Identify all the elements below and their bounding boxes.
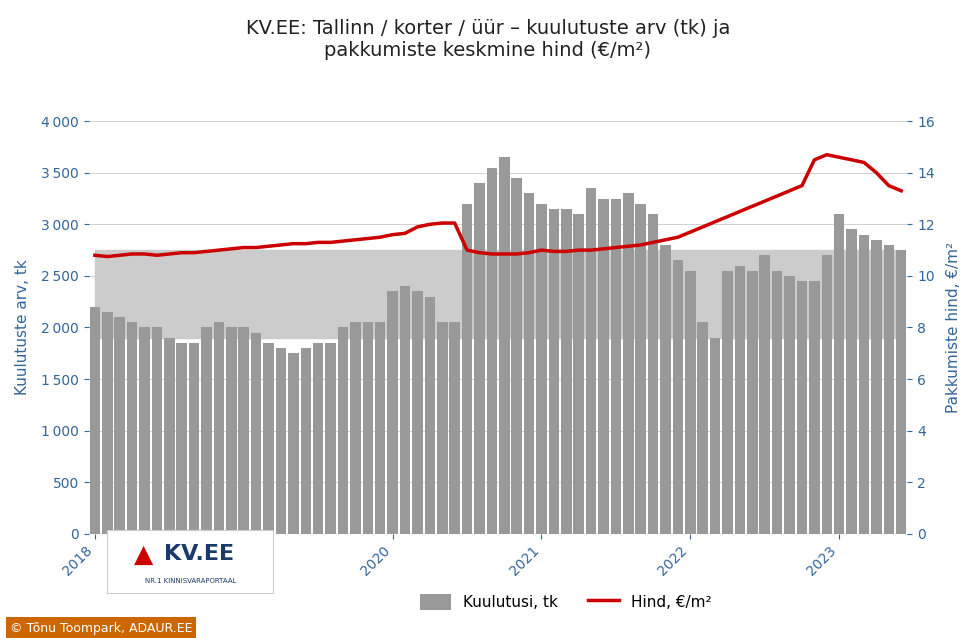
Bar — [462, 204, 472, 534]
Bar — [660, 245, 671, 534]
Bar — [772, 271, 783, 534]
Bar — [275, 348, 286, 534]
Bar — [214, 322, 224, 534]
Bar — [449, 322, 460, 534]
Bar — [251, 332, 262, 534]
Bar — [412, 292, 423, 534]
Bar — [574, 214, 584, 534]
Bar — [722, 271, 733, 534]
Bar — [883, 245, 894, 534]
Bar — [834, 214, 844, 534]
Bar — [648, 214, 659, 534]
Bar — [698, 322, 708, 534]
Bar — [400, 286, 410, 534]
Bar — [127, 322, 138, 534]
Text: KV.EE: Tallinn / korter / üür – kuulutuste arv (tk) ja
pakkumiste keskmine hind : KV.EE: Tallinn / korter / üür – kuulutus… — [246, 19, 730, 60]
Bar — [549, 209, 559, 534]
Y-axis label: Pakkumiste hind, €/m²: Pakkumiste hind, €/m² — [946, 242, 961, 413]
Bar — [177, 343, 187, 534]
Bar — [499, 157, 509, 534]
Bar — [896, 250, 907, 534]
Bar — [288, 353, 299, 534]
Bar — [561, 209, 572, 534]
Y-axis label: Kuulutuste arv, tk: Kuulutuste arv, tk — [15, 260, 30, 396]
Bar — [238, 327, 249, 534]
Bar — [598, 198, 609, 534]
Bar — [511, 178, 522, 534]
Bar — [264, 343, 274, 534]
Bar — [375, 322, 386, 534]
Bar — [710, 338, 720, 534]
Bar — [785, 276, 794, 534]
Bar — [524, 193, 534, 534]
Bar — [796, 281, 807, 534]
Bar — [759, 255, 770, 534]
Bar — [685, 271, 696, 534]
Bar — [872, 240, 881, 534]
Bar — [425, 297, 435, 534]
Bar — [747, 271, 757, 534]
Bar — [151, 327, 162, 534]
Bar — [846, 230, 857, 534]
Bar — [536, 204, 547, 534]
Bar — [114, 317, 125, 534]
Text: NR.1 KINNISVARAPORTAAL: NR.1 KINNISVARAPORTAAL — [144, 577, 236, 584]
Bar — [487, 168, 497, 534]
Bar — [102, 312, 112, 534]
Bar — [611, 198, 621, 534]
Bar — [809, 281, 820, 534]
Bar — [822, 255, 833, 534]
Bar — [90, 307, 101, 534]
Bar — [164, 338, 175, 534]
Bar — [140, 327, 149, 534]
Bar — [735, 265, 746, 534]
Bar — [859, 235, 870, 534]
Bar — [313, 343, 323, 534]
Bar — [301, 348, 311, 534]
Bar — [623, 193, 633, 534]
Bar — [672, 260, 683, 534]
Bar — [437, 322, 448, 534]
Legend: Kuulutusi, tk, Hind, €/m²: Kuulutusi, tk, Hind, €/m² — [413, 586, 719, 618]
Bar — [201, 327, 212, 534]
Text: ▲: ▲ — [135, 543, 153, 567]
Bar — [338, 327, 348, 534]
Bar — [362, 322, 373, 534]
Bar — [387, 292, 398, 534]
Text: © Tõnu Toompark, ADAUR.EE: © Tõnu Toompark, ADAUR.EE — [10, 621, 192, 635]
Bar — [189, 343, 199, 534]
Text: KV.EE: KV.EE — [164, 544, 233, 564]
Bar — [325, 343, 336, 534]
Bar — [226, 327, 236, 534]
Bar — [474, 183, 485, 534]
Bar — [635, 204, 646, 534]
Bar — [586, 188, 596, 534]
Bar — [350, 322, 361, 534]
